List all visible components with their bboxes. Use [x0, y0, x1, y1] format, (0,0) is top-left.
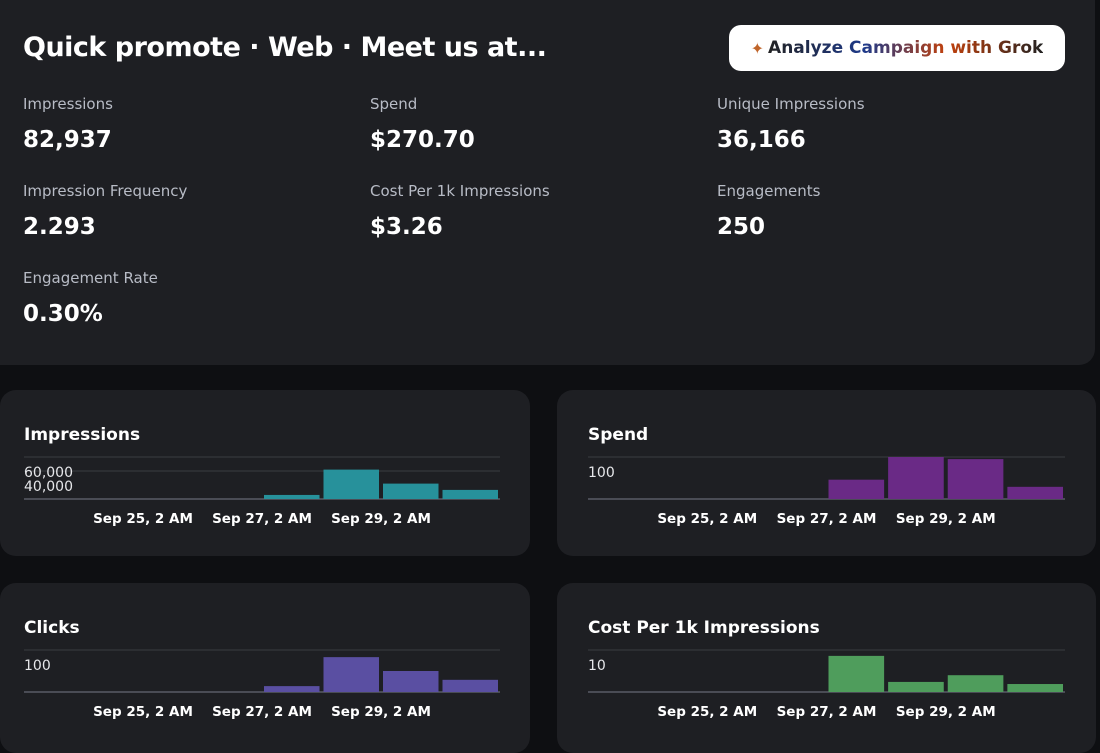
bar [947, 675, 1004, 692]
y-tick-label: 60,000 [24, 465, 73, 481]
chart-title: Clicks [24, 618, 80, 638]
bar [1007, 486, 1063, 499]
metric-label: Cost Per 1k Impressions [370, 182, 550, 200]
metric: Cost Per 1k Impressions $3.26 [370, 182, 700, 240]
metric: Impression Frequency 2.293 [23, 182, 353, 240]
x-tick-label: Sep 25, 2 AM [657, 704, 757, 720]
metric-value: $3.26 [370, 214, 443, 240]
y-tick-label: 10 [588, 658, 606, 674]
chart-card: Impressions 40,000 60,000 Sep 25, 2 AM Sep 2… [0, 390, 530, 556]
bar [323, 469, 379, 499]
y-tick-label: 100 [24, 658, 51, 674]
summary-card: Quick promote · Web · Meet us at... ✦ Ana… [0, 0, 1095, 365]
x-tick-label: Sep 29, 2 AM [331, 511, 431, 527]
x-tick-label: Sep 27, 2 AM [212, 704, 312, 720]
x-tick-label: Sep 29, 2 AM [896, 704, 996, 720]
metric: Engagement Rate 0.30% [23, 269, 353, 327]
bar [383, 483, 439, 499]
bar [264, 686, 320, 692]
sparkle-icon: ✦ [750, 38, 765, 58]
x-tick-label: Sep 25, 2 AM [93, 511, 193, 527]
x-tick-label: Sep 29, 2 AM [331, 704, 431, 720]
bar [442, 679, 498, 692]
bar [264, 494, 320, 499]
metric-label: Engagement Rate [23, 269, 158, 287]
button-label: Analyze Campaign with Grok [768, 38, 1044, 58]
campaign-title: Quick promote · Web · Meet us at... [23, 32, 547, 63]
chart: Cost Per 1k Impressions 10 Sep 25, 2 AM Sep… [588, 618, 1065, 720]
chart-title: Impressions [24, 425, 140, 445]
chart-card: Clicks 100 Sep 25, 2 AM Sep 27, 2 AM Sep 29,… [0, 583, 530, 753]
bar [828, 479, 885, 499]
metric-label: Impressions [23, 95, 113, 113]
x-tick-label: Sep 25, 2 AM [93, 704, 193, 720]
metric-label: Unique Impressions [717, 95, 865, 113]
x-tick-label: Sep 27, 2 AM [777, 704, 877, 720]
metric-value: 82,937 [23, 127, 112, 153]
bar [323, 657, 379, 692]
chart-card: Spend 100 Sep 25, 2 AM Sep 27, 2 AM Sep 29, … [557, 390, 1096, 556]
metric-value: 36,166 [717, 127, 806, 153]
bar [947, 459, 1004, 499]
analyze-button[interactable]: ✦ Analyze Campaign with Grok [729, 25, 1065, 71]
bar [1007, 684, 1063, 692]
bar [383, 671, 439, 692]
metric: Engagements 250 [717, 182, 1047, 240]
bar [828, 655, 885, 692]
metric-label: Engagements [717, 182, 821, 200]
chart-title: Cost Per 1k Impressions [588, 618, 820, 638]
metric: Impressions 82,937 [23, 95, 353, 153]
chart: Spend 100 Sep 25, 2 AM Sep 27, 2 AM Sep 29, … [588, 425, 1065, 527]
metric-value: 2.293 [23, 214, 96, 240]
chart-title: Spend [588, 425, 648, 445]
chart-card: Cost Per 1k Impressions 10 Sep 25, 2 AM Sep… [557, 583, 1096, 753]
x-tick-label: Sep 27, 2 AM [212, 511, 312, 527]
x-tick-label: Sep 27, 2 AM [777, 511, 877, 527]
x-tick-label: Sep 29, 2 AM [896, 511, 996, 527]
chart: Clicks 100 Sep 25, 2 AM Sep 27, 2 AM Sep 29,… [24, 618, 500, 720]
metric-label: Impression Frequency [23, 182, 188, 200]
y-tick-label: 100 [588, 465, 615, 481]
metric-value: 250 [717, 214, 766, 240]
metric: Unique Impressions 36,166 [717, 95, 1047, 153]
metric-value: 0.30% [23, 301, 103, 327]
bar [442, 489, 498, 499]
bar [888, 681, 944, 692]
metric: Spend $270.70 [370, 95, 700, 153]
x-tick-label: Sep 25, 2 AM [657, 511, 757, 527]
y-tick-label: 40,000 [24, 479, 73, 495]
metric-value: $270.70 [370, 127, 475, 153]
bar [888, 457, 944, 499]
metric-label: Spend [370, 95, 418, 113]
